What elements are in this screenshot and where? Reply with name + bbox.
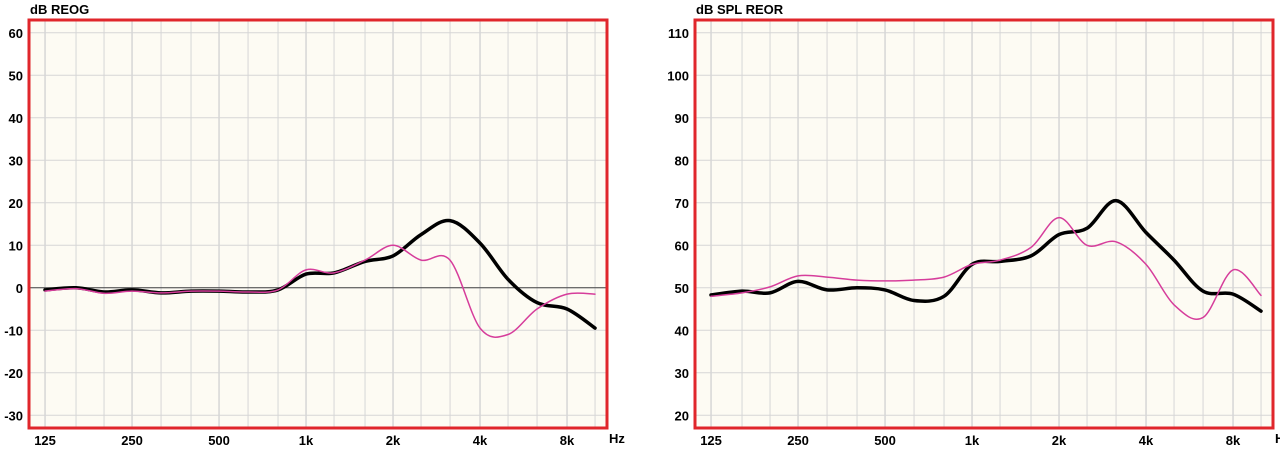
y-tick-label: 50 [675, 281, 689, 296]
y-tick-label: 30 [9, 153, 23, 168]
x-tick-label: 250 [787, 433, 809, 448]
y-tick-label: 20 [9, 196, 23, 211]
x-tick-label: 1k [299, 433, 314, 448]
series-line-measured [709, 198, 1263, 313]
y-tick-label: 50 [9, 68, 23, 83]
x-tick-label: 2k [386, 433, 401, 448]
y-tick-label: 20 [675, 408, 689, 423]
chart-title: dB SPL REOR [696, 2, 784, 17]
plot-frame [693, 18, 1275, 430]
series-line-target [44, 244, 596, 338]
chart-panel-reog: dB REOG -30 -20 -10 0 10 20 30 40 50 60 125 250 500 1… [4, 2, 625, 448]
y-tick-label: 40 [675, 323, 689, 338]
series-line-measured [43, 218, 597, 330]
y-tick-label: 80 [675, 153, 689, 168]
x-tick-label: 4k [473, 433, 488, 448]
y-tick-label: 0 [16, 281, 23, 296]
y-tick-label: 10 [9, 238, 23, 253]
plot-frame [27, 18, 609, 430]
series-line-target [710, 216, 1262, 320]
x-tick-label: 8k [1226, 433, 1241, 448]
x-tick-label: 1k [965, 433, 980, 448]
y-tick-label: 30 [675, 366, 689, 381]
x-tick-label: 125 [700, 433, 722, 448]
y-tick-label: 40 [9, 111, 23, 126]
y-tick-label: 110 [668, 26, 689, 41]
chart-title: dB REOG [30, 2, 90, 17]
y-tick-label: -20 [4, 366, 23, 381]
chart-panel-reor: dB SPL REOR 20 30 40 50 60 70 80 90 100 110 125 250… [640, 0, 1280, 450]
chart-svg: -30 -20 -10 0 10 20 30 40 50 60 125 250 500 1k 2k 4k 8k H… [4, 18, 625, 448]
x-tick-label: 2k [1052, 433, 1067, 448]
y-tick-label: 60 [675, 238, 689, 253]
plot-area [695, 20, 1273, 428]
y-tick-label: 90 [675, 111, 689, 126]
chart-svg: 20 30 40 50 60 70 80 90 100 110 125 250 500 1k 2k 4k 8k H… [667, 18, 1280, 448]
x-tick-label: 250 [121, 433, 143, 448]
y-tick-label: -10 [4, 323, 23, 338]
x-tick-label: 500 [208, 433, 230, 448]
x-unit-label: Hz [609, 431, 625, 446]
y-tick-label: 70 [675, 196, 689, 211]
x-tick-label: 125 [34, 433, 56, 448]
y-tick-label: -30 [4, 408, 23, 423]
x-unit-label: Hz [1275, 431, 1280, 446]
x-tick-label: 500 [874, 433, 896, 448]
plot-area [29, 20, 607, 428]
y-tick-label: 60 [9, 26, 23, 41]
y-tick-label: 100 [667, 68, 689, 83]
x-tick-label: 4k [1139, 433, 1154, 448]
x-tick-label: 8k [560, 433, 575, 448]
